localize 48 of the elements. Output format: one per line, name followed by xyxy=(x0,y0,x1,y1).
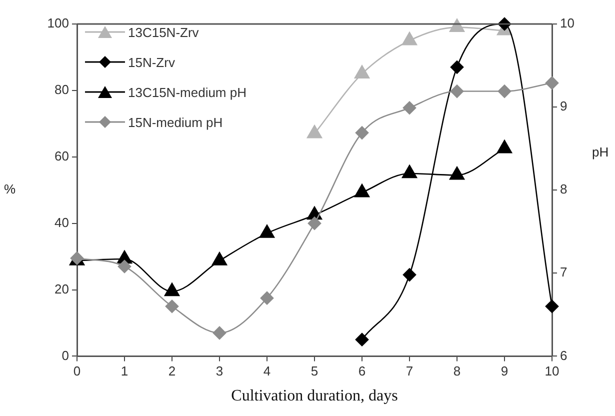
x-tick-label: 4 xyxy=(263,364,271,379)
y-axis-title: % xyxy=(4,182,16,197)
point xyxy=(306,124,322,138)
point xyxy=(450,84,464,98)
x-tick-label: 10 xyxy=(544,364,560,379)
point xyxy=(212,252,228,266)
y-tick-label: 80 xyxy=(54,82,69,98)
legend-label: 15N-medium pH xyxy=(127,114,224,130)
x-tick-label: 0 xyxy=(73,364,81,379)
legend-label: 15N-Zrv xyxy=(127,54,176,70)
point xyxy=(355,126,369,140)
point xyxy=(498,84,512,98)
x-tick-label: 5 xyxy=(310,364,318,379)
point xyxy=(402,101,416,115)
y-tick-label: 60 xyxy=(54,148,69,164)
y2-tick-label: 10 xyxy=(560,16,574,31)
y2-tick-label: 8 xyxy=(560,182,568,197)
y-tick-label: 100 xyxy=(47,16,69,31)
point xyxy=(354,184,370,198)
legend-label: 13C15N-Zrv xyxy=(127,24,200,40)
point xyxy=(402,164,418,178)
point xyxy=(545,300,559,314)
x-axis-title: Cultivation duration, days xyxy=(231,388,398,405)
y-tick-label: 20 xyxy=(54,281,69,296)
point xyxy=(449,166,465,180)
y-tick-label: 40 xyxy=(54,214,69,230)
x-tick-label: 1 xyxy=(120,364,128,379)
point xyxy=(402,268,416,282)
point xyxy=(496,140,512,154)
y2-tick-label: 6 xyxy=(560,348,568,363)
x-tick-label: 9 xyxy=(500,364,508,379)
point xyxy=(259,224,275,238)
y2-axis-title: pH xyxy=(592,144,609,160)
y2-tick-label: 9 xyxy=(560,98,568,114)
y-tick-label: 0 xyxy=(62,348,69,363)
x-tick-label: 6 xyxy=(358,364,366,379)
point xyxy=(545,76,559,90)
point xyxy=(449,18,465,32)
y2-tick-label: 7 xyxy=(560,264,568,280)
legend-label: 13C15N-medium pH xyxy=(127,84,248,100)
x-tick-label: 2 xyxy=(168,364,176,379)
point xyxy=(164,282,180,296)
x-tick-label: 8 xyxy=(453,364,461,379)
x-tick-label: 3 xyxy=(216,364,224,379)
point xyxy=(402,32,418,46)
point xyxy=(355,332,369,346)
point xyxy=(354,65,370,78)
x-tick-label: 7 xyxy=(406,364,414,379)
